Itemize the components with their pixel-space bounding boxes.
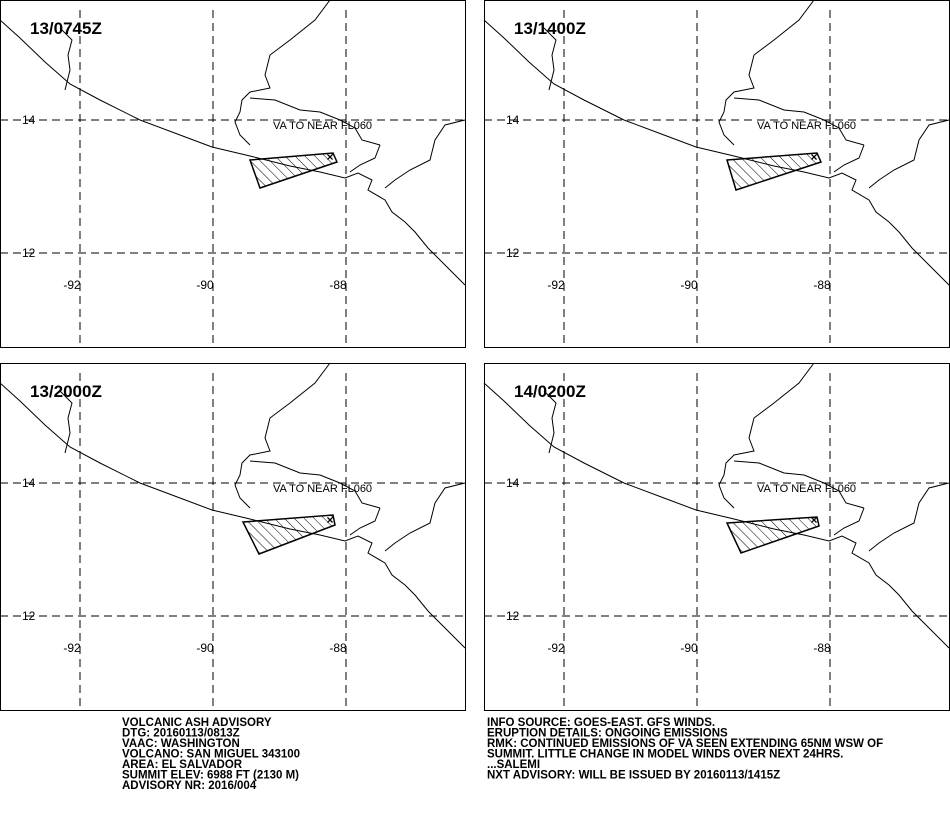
footer-line: ERUPTION DETAILS: ONGOING EMISSIONS — [487, 728, 728, 740]
panel-title: 13/2000Z — [30, 382, 102, 401]
map-panel: × 13/1400Z VA TO NEAR FL060 14 12 -92 -90 -88 — [483, 0, 950, 348]
border — [234, 362, 331, 509]
footer-line: VOLCANO: SAN MIGUEL 343100 — [122, 749, 300, 761]
lon-label: -88 — [329, 278, 347, 292]
footer-line: SUMMIT ELEV: 6988 FT (2130 M) — [122, 770, 299, 782]
ash-label: VA TO NEAR FL060 — [757, 120, 856, 132]
panel-frame — [484, 0, 950, 348]
lon-label: -90 — [680, 641, 698, 655]
lat-label: 14 — [506, 476, 520, 490]
border — [59, 27, 73, 91]
volcano-marker: × — [326, 513, 333, 527]
border — [718, 0, 815, 146]
volcano-marker: × — [810, 150, 817, 164]
coastline — [483, 382, 950, 649]
lon-label: -88 — [813, 278, 831, 292]
footer-line: NXT ADVISORY: WILL BE ISSUED BY 20160113… — [487, 770, 780, 782]
coastline — [0, 382, 466, 649]
border — [59, 390, 73, 454]
border — [249, 97, 381, 146]
map-panel: × 13/0745Z VA TO NEAR FL060 14 12 -92 -90 -88 — [0, 0, 466, 348]
coastline — [483, 19, 950, 286]
panel-title: 14/0200Z — [514, 382, 586, 401]
lat-label: 12 — [22, 609, 36, 623]
ash-label: VA TO NEAR FL060 — [273, 120, 372, 132]
panel-title: 13/0745Z — [30, 19, 102, 38]
ash-area — [726, 152, 823, 191]
lat-label: 12 — [22, 246, 36, 260]
border — [384, 119, 466, 189]
border — [249, 460, 381, 509]
lon-label: -90 — [196, 641, 214, 655]
ash-label: VA TO NEAR FL060 — [273, 483, 372, 495]
lon-label: -88 — [813, 641, 831, 655]
lon-label: -92 — [63, 278, 81, 292]
volcano-marker: × — [326, 150, 333, 164]
border — [733, 460, 865, 509]
lon-label: -92 — [63, 641, 81, 655]
footer-line: VOLCANIC ASH ADVISORY — [122, 717, 272, 729]
volcano-marker: × — [810, 513, 817, 527]
border — [718, 362, 815, 509]
border — [543, 390, 557, 454]
lon-label: -92 — [547, 278, 565, 292]
footer-line: RMK: CONTINUED EMISSIONS OF VA SEEN EXTE… — [487, 738, 883, 750]
footer-line: ...SALEMI — [487, 759, 540, 771]
border — [868, 119, 950, 189]
lat-label: 14 — [506, 113, 520, 127]
lon-label: -90 — [196, 278, 214, 292]
border — [234, 0, 331, 146]
ash-area — [248, 152, 339, 189]
ash-area — [241, 514, 336, 555]
lon-label: -92 — [547, 641, 565, 655]
footer-line: DTG: 20160113/0813Z — [122, 728, 240, 740]
map-panel: × 13/2000Z VA TO NEAR FL060 14 12 -92 -90 -88 — [0, 362, 466, 711]
footer-line: VAAC: WASHINGTON — [122, 738, 240, 750]
lon-label: -90 — [680, 278, 698, 292]
panel-frame — [0, 0, 466, 348]
footer-line: ADVISORY NR: 2016/004 — [122, 780, 257, 792]
lat-label: 12 — [506, 246, 520, 260]
border — [543, 27, 557, 91]
footer-line: AREA: EL SALVADOR — [122, 759, 243, 771]
lat-label: 14 — [22, 476, 36, 490]
footer-line: INFO SOURCE: GOES-EAST. GFS WINDS. — [487, 717, 715, 729]
ash-area — [725, 516, 820, 554]
border — [384, 482, 466, 552]
ash-label: VA TO NEAR FL060 — [757, 483, 856, 495]
panel-frame — [484, 363, 950, 711]
lat-label: 14 — [22, 113, 36, 127]
coastline — [0, 19, 466, 286]
border — [349, 144, 381, 173]
footer-line: SUMMIT. LITTLE CHANGE IN MODEL WINDS OVE… — [487, 749, 843, 761]
lat-label: 12 — [506, 609, 520, 623]
border — [733, 97, 865, 146]
panel-title: 13/1400Z — [514, 19, 586, 38]
panel-frame — [0, 363, 466, 711]
border — [349, 507, 381, 536]
border — [833, 507, 865, 536]
lon-label: -88 — [329, 641, 347, 655]
border — [868, 482, 950, 552]
border — [833, 144, 865, 173]
map-panel: × 14/0200Z VA TO NEAR FL060 14 12 -92 -90 -88 — [483, 362, 950, 711]
